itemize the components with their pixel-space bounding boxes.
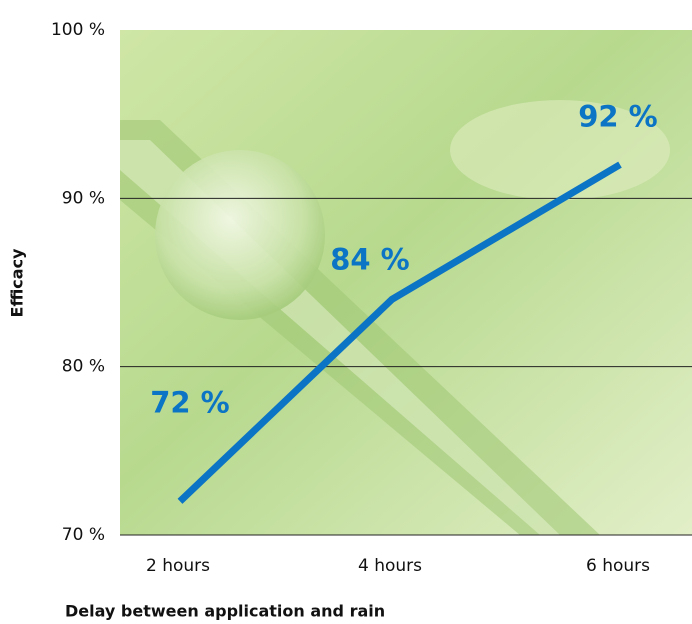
data-label: 84 % bbox=[330, 242, 410, 276]
y-axis-title: Efficacy bbox=[8, 248, 27, 318]
x-tick-label: 2 hours bbox=[146, 556, 210, 576]
y-tick-label: 100 % bbox=[51, 20, 105, 40]
data-label: 72 % bbox=[150, 385, 230, 419]
data-line bbox=[177, 161, 622, 504]
data-label: 92 % bbox=[578, 100, 658, 134]
x-tick-label: 4 hours bbox=[358, 556, 422, 576]
x-tick-label: 6 hours bbox=[586, 556, 650, 576]
x-axis-title: Delay between application and rain bbox=[65, 602, 385, 621]
y-tick-label: 80 % bbox=[62, 357, 105, 377]
y-tick-label: 70 % bbox=[62, 525, 105, 545]
y-tick-label: 90 % bbox=[62, 188, 105, 208]
